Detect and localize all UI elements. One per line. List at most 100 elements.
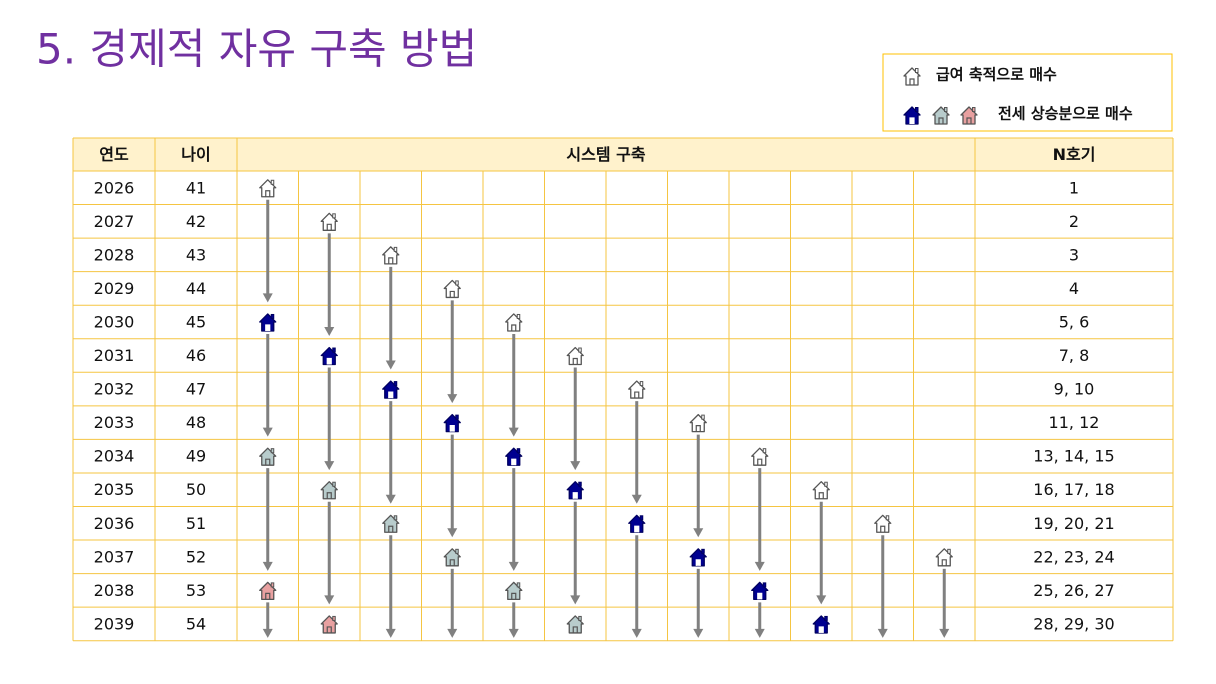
arrow-head bbox=[570, 595, 581, 605]
house-icon bbox=[320, 346, 338, 366]
column-header: 나이 bbox=[181, 145, 210, 164]
house-door bbox=[449, 559, 455, 566]
house-chimney bbox=[332, 213, 336, 219]
table-cell: 1 bbox=[1069, 178, 1079, 197]
arrow-head bbox=[508, 561, 519, 571]
house-icon bbox=[259, 447, 277, 466]
house-icon bbox=[935, 548, 953, 567]
house-door bbox=[265, 592, 271, 600]
house-chimney bbox=[270, 313, 275, 319]
table-cell: 46 bbox=[186, 346, 206, 365]
house-chimney bbox=[762, 582, 767, 588]
table-cell: 2028 bbox=[94, 245, 135, 264]
house-icon bbox=[812, 481, 830, 500]
house-door bbox=[634, 391, 640, 399]
house-icon bbox=[382, 380, 400, 399]
house-chimney bbox=[578, 615, 582, 621]
arrow-head bbox=[385, 494, 396, 504]
house-icon bbox=[320, 212, 338, 231]
house-icon bbox=[903, 106, 921, 125]
house-icon bbox=[628, 514, 646, 533]
legend-label: 급여 축적으로 매수 bbox=[936, 66, 1057, 84]
house-icon bbox=[566, 615, 584, 634]
house-door bbox=[909, 78, 915, 85]
arrow-head bbox=[324, 326, 335, 336]
house-door bbox=[326, 492, 332, 499]
arrow-head bbox=[631, 628, 642, 638]
house-chimney bbox=[578, 347, 582, 353]
house-door bbox=[326, 223, 332, 231]
arrow-head bbox=[447, 394, 458, 404]
table-cell: 44 bbox=[186, 279, 206, 298]
table-cell: 22, 23, 24 bbox=[1033, 547, 1114, 566]
column-header: N호기 bbox=[1053, 145, 1096, 164]
table-cell: 48 bbox=[186, 413, 206, 432]
house-icon bbox=[505, 313, 523, 332]
house-chimney bbox=[332, 481, 336, 487]
house-chimney bbox=[701, 548, 705, 554]
table-cell: 5, 6 bbox=[1059, 312, 1090, 331]
house-door bbox=[818, 492, 824, 499]
header-background bbox=[73, 138, 1173, 171]
house-icon bbox=[874, 514, 892, 533]
table-cell: 51 bbox=[186, 514, 206, 533]
house-chimney bbox=[455, 414, 459, 420]
house-door bbox=[388, 525, 394, 533]
house-chimney bbox=[393, 246, 398, 252]
house-door bbox=[265, 190, 271, 197]
house-chimney bbox=[393, 381, 398, 387]
table-cell: 41 bbox=[186, 178, 206, 197]
house-chimney bbox=[455, 548, 459, 554]
house-chimney bbox=[516, 448, 521, 454]
house-door bbox=[757, 458, 763, 466]
house-door bbox=[388, 391, 394, 399]
table-cell: 28, 29, 30 bbox=[1033, 614, 1114, 633]
arrow-head bbox=[262, 628, 273, 638]
arrow-head bbox=[324, 461, 335, 471]
house-door bbox=[941, 559, 947, 566]
house-chimney bbox=[824, 615, 828, 621]
house-chimney bbox=[915, 107, 919, 112]
table-cell: 2030 bbox=[94, 312, 135, 331]
arrow-head bbox=[939, 628, 950, 638]
arrow-head bbox=[693, 628, 704, 638]
table-cell: 2031 bbox=[94, 346, 135, 365]
house-door bbox=[966, 117, 972, 124]
table-cell: 7, 8 bbox=[1059, 346, 1090, 365]
arrow-head bbox=[262, 561, 273, 571]
house-icon bbox=[320, 615, 338, 634]
house-door bbox=[388, 257, 394, 264]
house-chimney bbox=[944, 107, 948, 112]
table-cell: 2 bbox=[1069, 212, 1079, 231]
house-door bbox=[449, 290, 455, 298]
house-chimney bbox=[516, 582, 521, 588]
house-door bbox=[265, 324, 271, 331]
house-icon bbox=[960, 106, 978, 125]
house-chimney bbox=[915, 68, 919, 73]
table-cell: 52 bbox=[186, 547, 206, 566]
legend-label: 전세 상승분으로 매수 bbox=[998, 105, 1133, 123]
house-door bbox=[572, 492, 578, 499]
table-cell: 2035 bbox=[94, 480, 135, 499]
table-cell: 50 bbox=[186, 480, 206, 499]
house-door bbox=[909, 117, 915, 124]
house-chimney bbox=[639, 381, 644, 387]
house-icon bbox=[443, 279, 461, 299]
arrow-head bbox=[508, 628, 519, 638]
arrow-head bbox=[754, 628, 765, 638]
arrow-head bbox=[877, 628, 888, 638]
house-icon bbox=[689, 548, 707, 567]
table-cell: 2032 bbox=[94, 380, 135, 399]
table-cell: 53 bbox=[186, 581, 206, 600]
house-chimney bbox=[332, 615, 336, 621]
arrow-head bbox=[570, 461, 581, 471]
house-door bbox=[572, 626, 578, 633]
house-door bbox=[265, 458, 271, 466]
house-chimney bbox=[270, 582, 275, 588]
table-cell: 13, 14, 15 bbox=[1033, 447, 1114, 466]
table-cell: 47 bbox=[186, 380, 206, 399]
house-chimney bbox=[393, 515, 398, 521]
table-cell: 45 bbox=[186, 312, 206, 331]
table-cell: 2034 bbox=[94, 447, 135, 466]
arrow-head bbox=[262, 427, 273, 437]
